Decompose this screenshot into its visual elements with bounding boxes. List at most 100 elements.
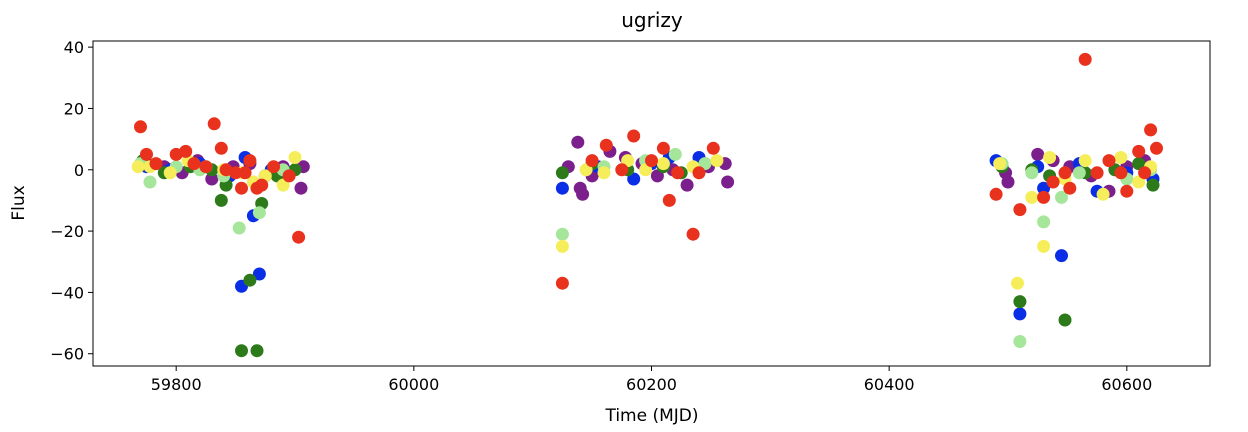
y-tick-label: −20	[50, 222, 84, 241]
data-point	[252, 267, 266, 281]
data-point	[1078, 52, 1092, 66]
data-point	[1011, 276, 1024, 290]
x-tick-label: 60400	[864, 375, 915, 394]
data-point	[671, 166, 685, 180]
data-point	[650, 169, 664, 183]
data-point	[615, 163, 629, 177]
data-point	[668, 147, 682, 161]
data-point	[1043, 151, 1057, 164]
data-point	[639, 163, 653, 177]
data-point	[1090, 166, 1104, 180]
data-point	[276, 178, 290, 192]
data-point	[1001, 175, 1015, 189]
data-point	[294, 181, 308, 195]
data-point	[1146, 178, 1160, 192]
data-point	[599, 138, 613, 152]
data-point	[656, 141, 670, 155]
data-point	[131, 160, 145, 174]
x-tick-label: 60200	[626, 375, 677, 394]
data-point	[555, 227, 569, 241]
data-point	[288, 151, 302, 164]
data-point	[989, 187, 1003, 201]
data-point	[692, 166, 706, 180]
data-point	[252, 206, 266, 220]
data-point	[1037, 181, 1051, 195]
data-point	[134, 120, 147, 134]
data-point	[214, 141, 228, 155]
data-point	[1013, 203, 1027, 217]
data-point	[1114, 166, 1128, 180]
data-point	[1132, 175, 1146, 189]
y-tick-label: 0	[74, 161, 84, 180]
data-point	[627, 129, 641, 143]
x-tick-label: 60600	[1101, 375, 1152, 394]
data-point	[1096, 187, 1110, 201]
data-point	[1055, 249, 1068, 263]
chart-title: ugrizy	[621, 8, 683, 32]
data-point	[238, 166, 252, 180]
data-point	[555, 166, 569, 180]
data-point	[686, 227, 700, 241]
data-point	[576, 187, 590, 201]
y-tick-label: −60	[50, 345, 84, 364]
x-tick-label: 59800	[151, 375, 202, 394]
data-point	[292, 230, 306, 244]
data-point	[621, 154, 635, 168]
data-point	[143, 175, 157, 189]
data-point	[1150, 141, 1163, 155]
data-point	[1144, 123, 1158, 137]
data-point	[1025, 166, 1039, 180]
data-point	[1132, 144, 1146, 158]
data-point	[1025, 190, 1039, 204]
data-point	[1078, 154, 1092, 168]
data-point	[205, 172, 219, 186]
data-point	[585, 154, 599, 168]
data-point	[656, 157, 670, 171]
data-point	[243, 273, 257, 287]
data-point	[680, 178, 694, 192]
data-point	[1037, 190, 1051, 204]
data-points	[131, 52, 1163, 358]
data-point	[1063, 181, 1077, 195]
y-tick-label: 20	[64, 99, 84, 118]
data-point	[710, 154, 724, 168]
data-point	[207, 117, 221, 131]
data-point	[579, 163, 593, 177]
data-point	[698, 157, 712, 171]
data-point	[179, 144, 193, 158]
data-point	[555, 276, 569, 290]
data-point	[163, 166, 177, 180]
data-point	[627, 172, 641, 186]
data-point	[199, 160, 213, 174]
y-axis: 40 20 0 −20 −40 −60	[50, 38, 93, 364]
data-point	[243, 154, 257, 168]
data-point	[555, 181, 569, 195]
data-point	[662, 193, 676, 207]
data-point	[1138, 166, 1152, 180]
data-point	[282, 169, 296, 183]
data-point	[250, 344, 264, 358]
x-tick-label: 60000	[388, 375, 439, 394]
data-point	[1102, 154, 1116, 168]
data-point	[597, 166, 611, 180]
data-point	[1013, 335, 1027, 348]
data-point	[993, 157, 1007, 171]
data-point	[1058, 313, 1072, 327]
data-point	[721, 175, 735, 189]
data-point	[1037, 239, 1051, 253]
data-point	[235, 344, 248, 358]
data-point	[1072, 166, 1086, 180]
data-point	[1013, 295, 1027, 309]
data-point	[555, 239, 569, 253]
data-point	[1055, 190, 1068, 204]
data-point	[214, 193, 228, 207]
data-point	[645, 154, 658, 168]
data-point	[187, 157, 201, 171]
y-tick-label: 40	[64, 38, 84, 57]
data-point	[255, 178, 269, 192]
data-point	[232, 221, 246, 235]
data-point	[1046, 175, 1060, 189]
data-point	[1120, 184, 1134, 198]
data-point	[571, 135, 585, 149]
